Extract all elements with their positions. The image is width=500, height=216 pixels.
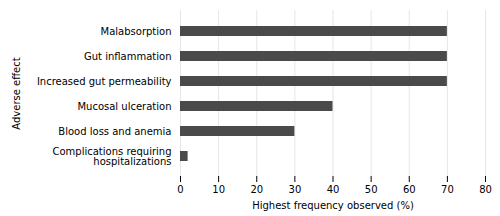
svg-text:Gut inflammation: Gut inflammation <box>84 51 172 62</box>
svg-text:Highest frequency observed (%): Highest frequency observed (%) <box>252 200 414 211</box>
svg-text:20: 20 <box>250 184 263 195</box>
svg-text:Complications requiringhospita: Complications requiringhospitalizations <box>53 146 172 167</box>
svg-text:Mucosal ulceration: Mucosal ulceration <box>77 101 171 112</box>
svg-text:Adverse effect: Adverse effect <box>11 57 22 129</box>
svg-text:0: 0 <box>177 184 183 195</box>
svg-text:40: 40 <box>327 184 340 195</box>
svg-text:50: 50 <box>365 184 378 195</box>
svg-text:60: 60 <box>403 184 416 195</box>
svg-text:70: 70 <box>441 184 454 195</box>
svg-text:30: 30 <box>289 184 302 195</box>
svg-text:Blood loss and anemia: Blood loss and anemia <box>58 126 171 137</box>
svg-text:10: 10 <box>212 184 225 195</box>
svg-text:80: 80 <box>479 184 492 195</box>
svg-text:Increased gut permeability: Increased gut permeability <box>37 76 172 87</box>
svg-text:Malabsorption: Malabsorption <box>101 26 172 37</box>
